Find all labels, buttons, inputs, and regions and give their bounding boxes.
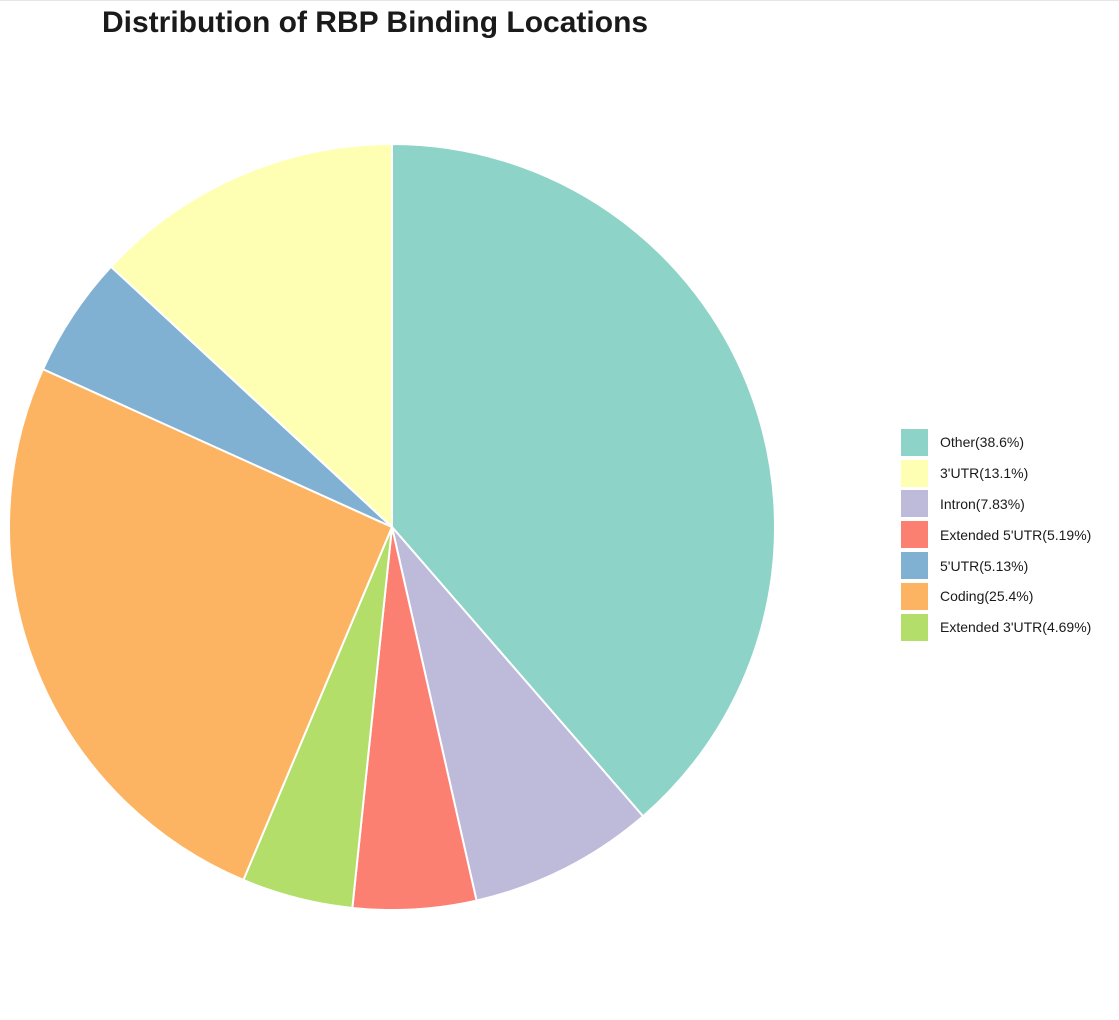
legend-label: Other(38.6%): [940, 434, 1025, 451]
top-border: [0, 0, 1119, 1]
legend-swatch: [901, 613, 928, 641]
legend-label: Intron(7.83%): [940, 495, 1025, 512]
legend-item: Extended 3'UTR(4.69%): [901, 612, 1091, 643]
pie-slice-0: [391, 143, 776, 818]
legend-swatch: [901, 582, 928, 610]
legend-item: 3'UTR(13.1%): [901, 458, 1091, 489]
legend-item: Other(38.6%): [901, 427, 1091, 458]
legend-label: Coding(25.4%): [940, 588, 1034, 605]
pie-slice-1: [391, 526, 645, 902]
pie-slice-4: [8, 368, 393, 881]
legend-swatch: [901, 521, 928, 549]
pie-slice-6: [110, 143, 393, 528]
legend-swatch: [901, 490, 928, 518]
legend-label: 5'UTR(5.13%): [940, 557, 1029, 574]
legend-swatch: [901, 552, 928, 580]
legend: Other(38.6%) 3'UTR(13.1%) Intron(7.83%) Ext…: [901, 427, 1091, 643]
legend-item: Coding(25.4%): [901, 581, 1091, 612]
legend-swatch: [901, 428, 928, 456]
legend-label: Extended 5'UTR(5.19%): [940, 526, 1092, 543]
legend-item: Extended 5'UTR(5.19%): [901, 519, 1091, 550]
legend-label: Extended 3'UTR(4.69%): [940, 619, 1092, 636]
legend-item: 5'UTR(5.13%): [901, 550, 1091, 581]
legend-item: Intron(7.83%): [901, 489, 1091, 520]
legend-swatch: [901, 459, 928, 487]
legend-label: 3'UTR(13.1%): [940, 465, 1029, 482]
chart-title: Distribution of RBP Binding Locations: [102, 6, 649, 39]
